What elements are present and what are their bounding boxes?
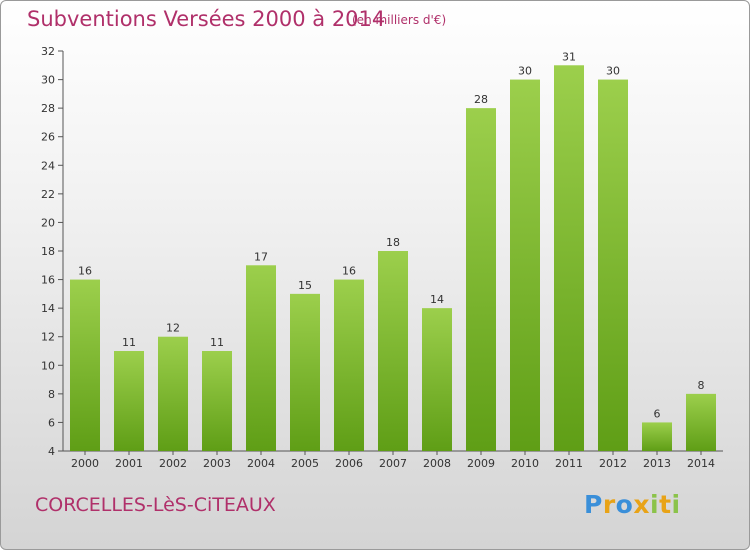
- value-label: 30: [606, 65, 620, 78]
- y-tick-label: 18: [41, 245, 55, 258]
- data-labels: 16 11 12 11 17 15 16 18 14 28 30 31 30 6 8: [78, 50, 705, 420]
- bar: [466, 108, 496, 452]
- bar: [70, 279, 100, 451]
- value-label: 31: [562, 50, 576, 63]
- x-tick-label: 2001: [115, 457, 143, 470]
- bar: [378, 251, 408, 451]
- logo-letter: t: [659, 490, 672, 519]
- value-label: 6: [654, 407, 661, 420]
- y-tick-label: 4: [48, 445, 55, 458]
- x-tick-label: 2010: [511, 457, 539, 470]
- x-tick-label: 2009: [467, 457, 495, 470]
- logo-letter: i: [650, 490, 660, 519]
- y-tick-label: 10: [41, 359, 55, 372]
- x-tick-label: 2006: [335, 457, 363, 470]
- value-label: 12: [166, 322, 180, 335]
- bar: [158, 336, 188, 451]
- logo-letter: o: [615, 490, 634, 519]
- bar: [598, 79, 628, 452]
- bar: [290, 293, 320, 451]
- logo-letter: P: [584, 490, 603, 519]
- bars: [70, 65, 716, 452]
- bar: [422, 308, 452, 451]
- value-label: 15: [298, 279, 312, 292]
- x-axis: 2000 2001 2002 2003 2004 2005 2006 2007 2008 2009…: [63, 450, 723, 470]
- y-tick-label: 32: [41, 45, 55, 58]
- x-tick-label: 2005: [291, 457, 319, 470]
- logo-letter: i: [671, 490, 681, 519]
- value-label: 11: [122, 336, 136, 349]
- bar: [114, 351, 144, 451]
- x-tick-label: 2003: [203, 457, 231, 470]
- bar: [334, 279, 364, 451]
- commune-name: CORCELLES-LèS-CiTEAUX: [35, 494, 276, 516]
- bar: [686, 393, 716, 451]
- y-tick-label: 22: [41, 188, 55, 201]
- y-tick-label: 6: [48, 416, 55, 429]
- bar: [642, 422, 672, 451]
- bar: [554, 65, 584, 452]
- bar: [510, 79, 540, 452]
- value-label: 28: [474, 93, 488, 106]
- value-label: 11: [210, 336, 224, 349]
- x-tick-label: 2012: [599, 457, 627, 470]
- y-tick-label: 20: [41, 216, 55, 229]
- x-tick-label: 2000: [71, 457, 99, 470]
- y-tick-label: 8: [48, 388, 55, 401]
- y-tick-label: 28: [41, 102, 55, 115]
- y-tick-label: 30: [41, 74, 55, 87]
- value-label: 18: [386, 236, 400, 249]
- y-tick-label: 16: [41, 274, 55, 287]
- logo-letter: r: [602, 490, 616, 519]
- x-tick-label: 2007: [379, 457, 407, 470]
- value-label: 17: [254, 250, 268, 263]
- y-axis: 4 6 8 10 12 14 16 18 20 22 24 26 28 30 32: [41, 45, 64, 458]
- value-label: 16: [342, 265, 356, 278]
- x-tick-label: 2014: [687, 457, 715, 470]
- x-tick-label: 2004: [247, 457, 275, 470]
- y-tick-label: 26: [41, 131, 55, 144]
- bar: [246, 265, 276, 451]
- x-tick-label: 2013: [643, 457, 671, 470]
- value-label: 16: [78, 265, 92, 278]
- logo-letter: x: [633, 490, 650, 519]
- x-tick-label: 2011: [555, 457, 583, 470]
- bar: [202, 351, 232, 451]
- x-tick-label: 2008: [423, 457, 451, 470]
- proxiti-logo: Proxiti: [584, 490, 681, 519]
- y-tick-label: 14: [41, 302, 55, 315]
- x-tick-label: 2002: [159, 457, 187, 470]
- y-tick-label: 12: [41, 331, 55, 344]
- value-label: 30: [518, 65, 532, 78]
- chart-title: Subventions Versées 2000 à 2014: [27, 7, 386, 31]
- unit-note: (en milliers d'€): [352, 13, 447, 27]
- value-label: 14: [430, 293, 444, 306]
- value-label: 8: [698, 379, 705, 392]
- y-tick-label: 24: [41, 159, 55, 172]
